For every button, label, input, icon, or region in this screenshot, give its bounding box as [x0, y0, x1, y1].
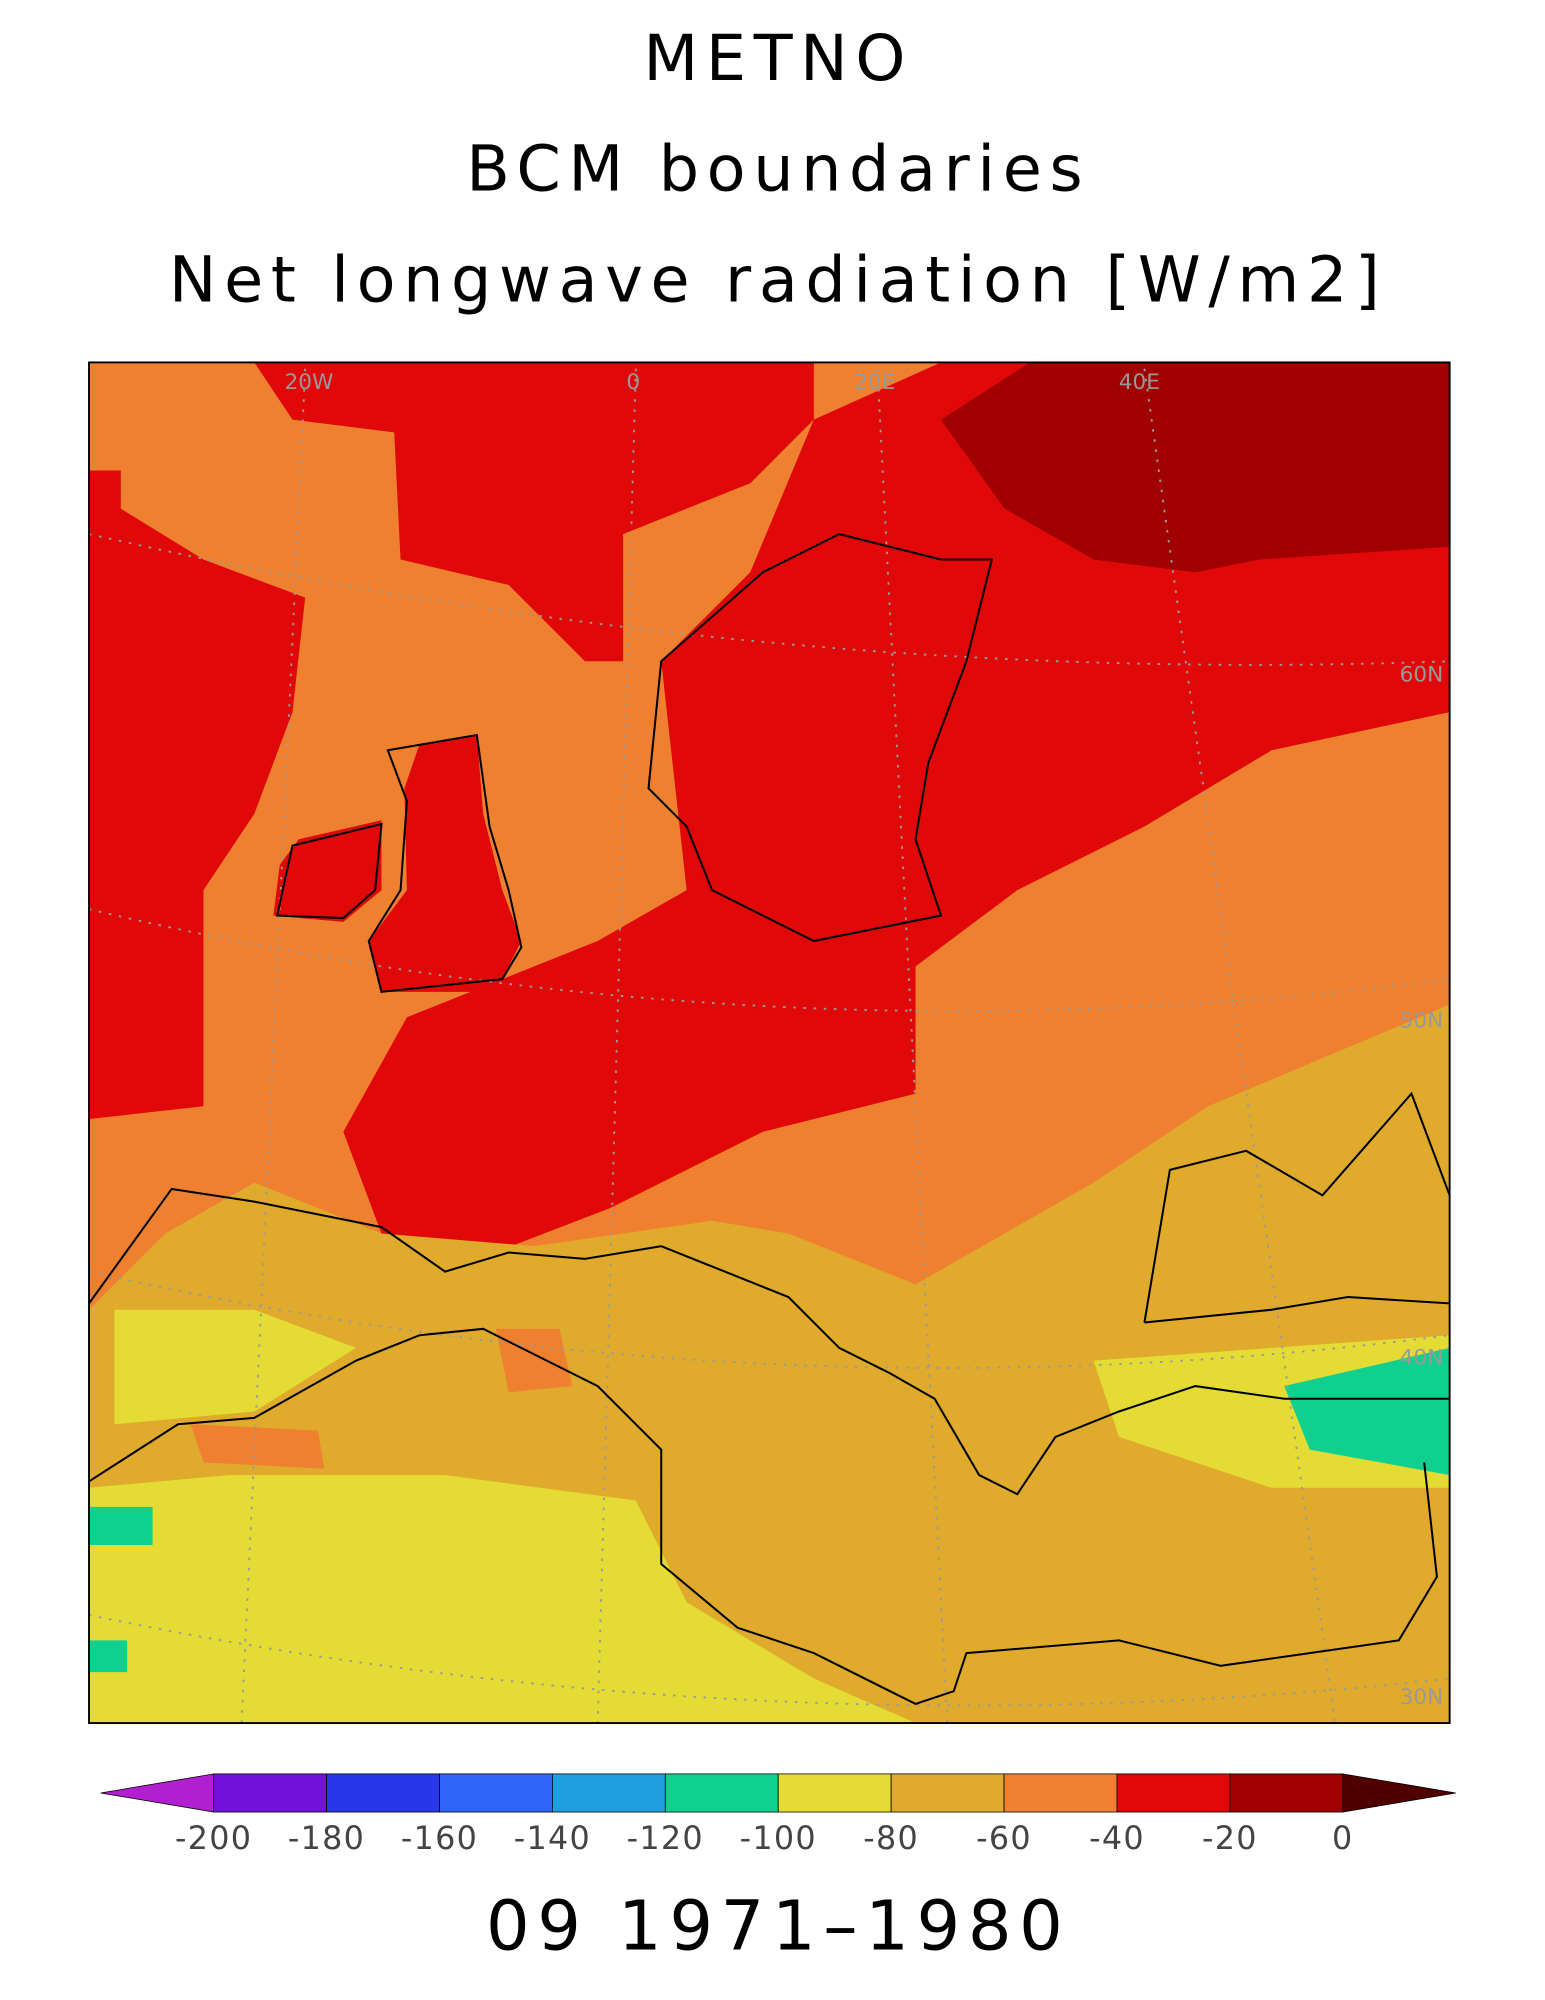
- colorbar-label: -160: [401, 1820, 478, 1857]
- grid-label: 50N: [1400, 1008, 1444, 1033]
- title-line: Net longwave radiation [W/m2]: [169, 242, 1388, 316]
- colorbar-label: -200: [175, 1820, 252, 1857]
- colorbar-triangle: [100, 1773, 215, 1813]
- grid-label: 20W: [285, 370, 334, 395]
- colorbar-label: -60: [976, 1820, 1032, 1857]
- colorbar-label: -40: [1089, 1820, 1145, 1857]
- colorbar-label: -120: [627, 1820, 704, 1857]
- grid-label: 0: [626, 370, 640, 395]
- grid-label: 40E: [1119, 370, 1160, 395]
- grid-label: 60N: [1400, 663, 1444, 688]
- colorbar-box: [1229, 1773, 1344, 1813]
- colorbar-label: -80: [863, 1820, 919, 1857]
- colorbar-box: [777, 1773, 892, 1813]
- colorbar-box: [326, 1773, 440, 1813]
- title-line: METNO: [643, 21, 913, 95]
- colorbar-label: -100: [740, 1820, 817, 1857]
- colorbar-label: -180: [288, 1820, 365, 1857]
- colorbar-label: -140: [514, 1820, 591, 1857]
- colorbar-box: [439, 1773, 553, 1813]
- colorbar-triangle: [1342, 1773, 1456, 1813]
- colorbar: -200 -180 -160 -140 -120 -100 -80 -60 -40 -20 0: [100, 1773, 1456, 1857]
- grid-label: 30N: [1400, 1685, 1444, 1710]
- colorbar-label: -20: [1202, 1820, 1258, 1857]
- grid-label: 40N: [1400, 1345, 1444, 1370]
- period: 09 1971–1980: [486, 1886, 1071, 1966]
- colorbar-box: [1003, 1773, 1118, 1813]
- colorbar-label: 0: [1332, 1820, 1354, 1857]
- colorbar-box: [1116, 1773, 1231, 1813]
- colorbar-box: [664, 1773, 779, 1813]
- colorbar-box: [552, 1773, 666, 1813]
- map-frame: [88, 361, 1451, 1724]
- colorbar-box: [213, 1773, 327, 1813]
- map-field: [89, 362, 1450, 1724]
- title-line: BCM boundaries: [466, 132, 1090, 206]
- colorbar-box: [890, 1773, 1005, 1813]
- grid-label: 20E: [854, 370, 895, 395]
